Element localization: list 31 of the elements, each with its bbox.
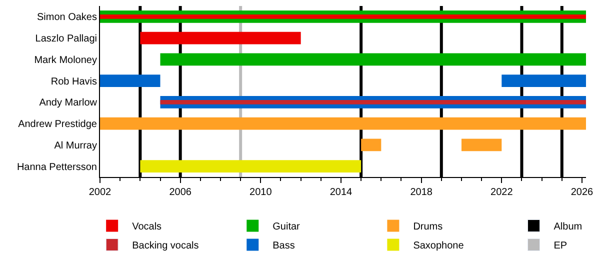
x-tick-label: 2006 xyxy=(169,187,192,198)
y-tick-label: Simon Oakes xyxy=(36,12,97,24)
bar xyxy=(100,74,160,88)
bar xyxy=(160,53,586,66)
legend-label: Backing vocals xyxy=(132,240,199,252)
legend-label: Drums xyxy=(413,222,443,233)
y-tick-label: Rob Havis xyxy=(50,76,97,88)
x-tick-label: 2010 xyxy=(250,187,272,198)
x-tick-label: 2026 xyxy=(570,187,594,198)
bar xyxy=(361,138,382,152)
legend-label: Bass xyxy=(272,240,295,252)
y-tick-label: Andy Marlow xyxy=(39,98,98,109)
y-tick-label: Andrew Prestidge xyxy=(18,119,98,130)
legend-label: EP xyxy=(554,240,568,252)
bar xyxy=(140,160,362,173)
legend-label: Vocals xyxy=(132,222,162,233)
y-tick-label: Al Murray xyxy=(54,140,97,152)
y-tick-label: Hanna Pettersson xyxy=(16,162,97,173)
bar xyxy=(160,100,586,104)
legend-label: Saxophone xyxy=(413,240,464,252)
bar xyxy=(100,117,586,130)
y-tick-label: Mark Moloney xyxy=(34,54,97,66)
y-tick-label: Laszlo Pallagi xyxy=(35,34,97,45)
x-tick-label: 2018 xyxy=(410,187,433,198)
legend-label: Album xyxy=(554,222,582,233)
bar xyxy=(502,74,586,88)
legend-label: Guitar xyxy=(272,222,301,233)
x-tick-label: 2014 xyxy=(330,187,353,198)
bar xyxy=(461,138,502,152)
x-tick-label: 2022 xyxy=(490,187,514,198)
x-tick-label: 2002 xyxy=(88,187,112,198)
